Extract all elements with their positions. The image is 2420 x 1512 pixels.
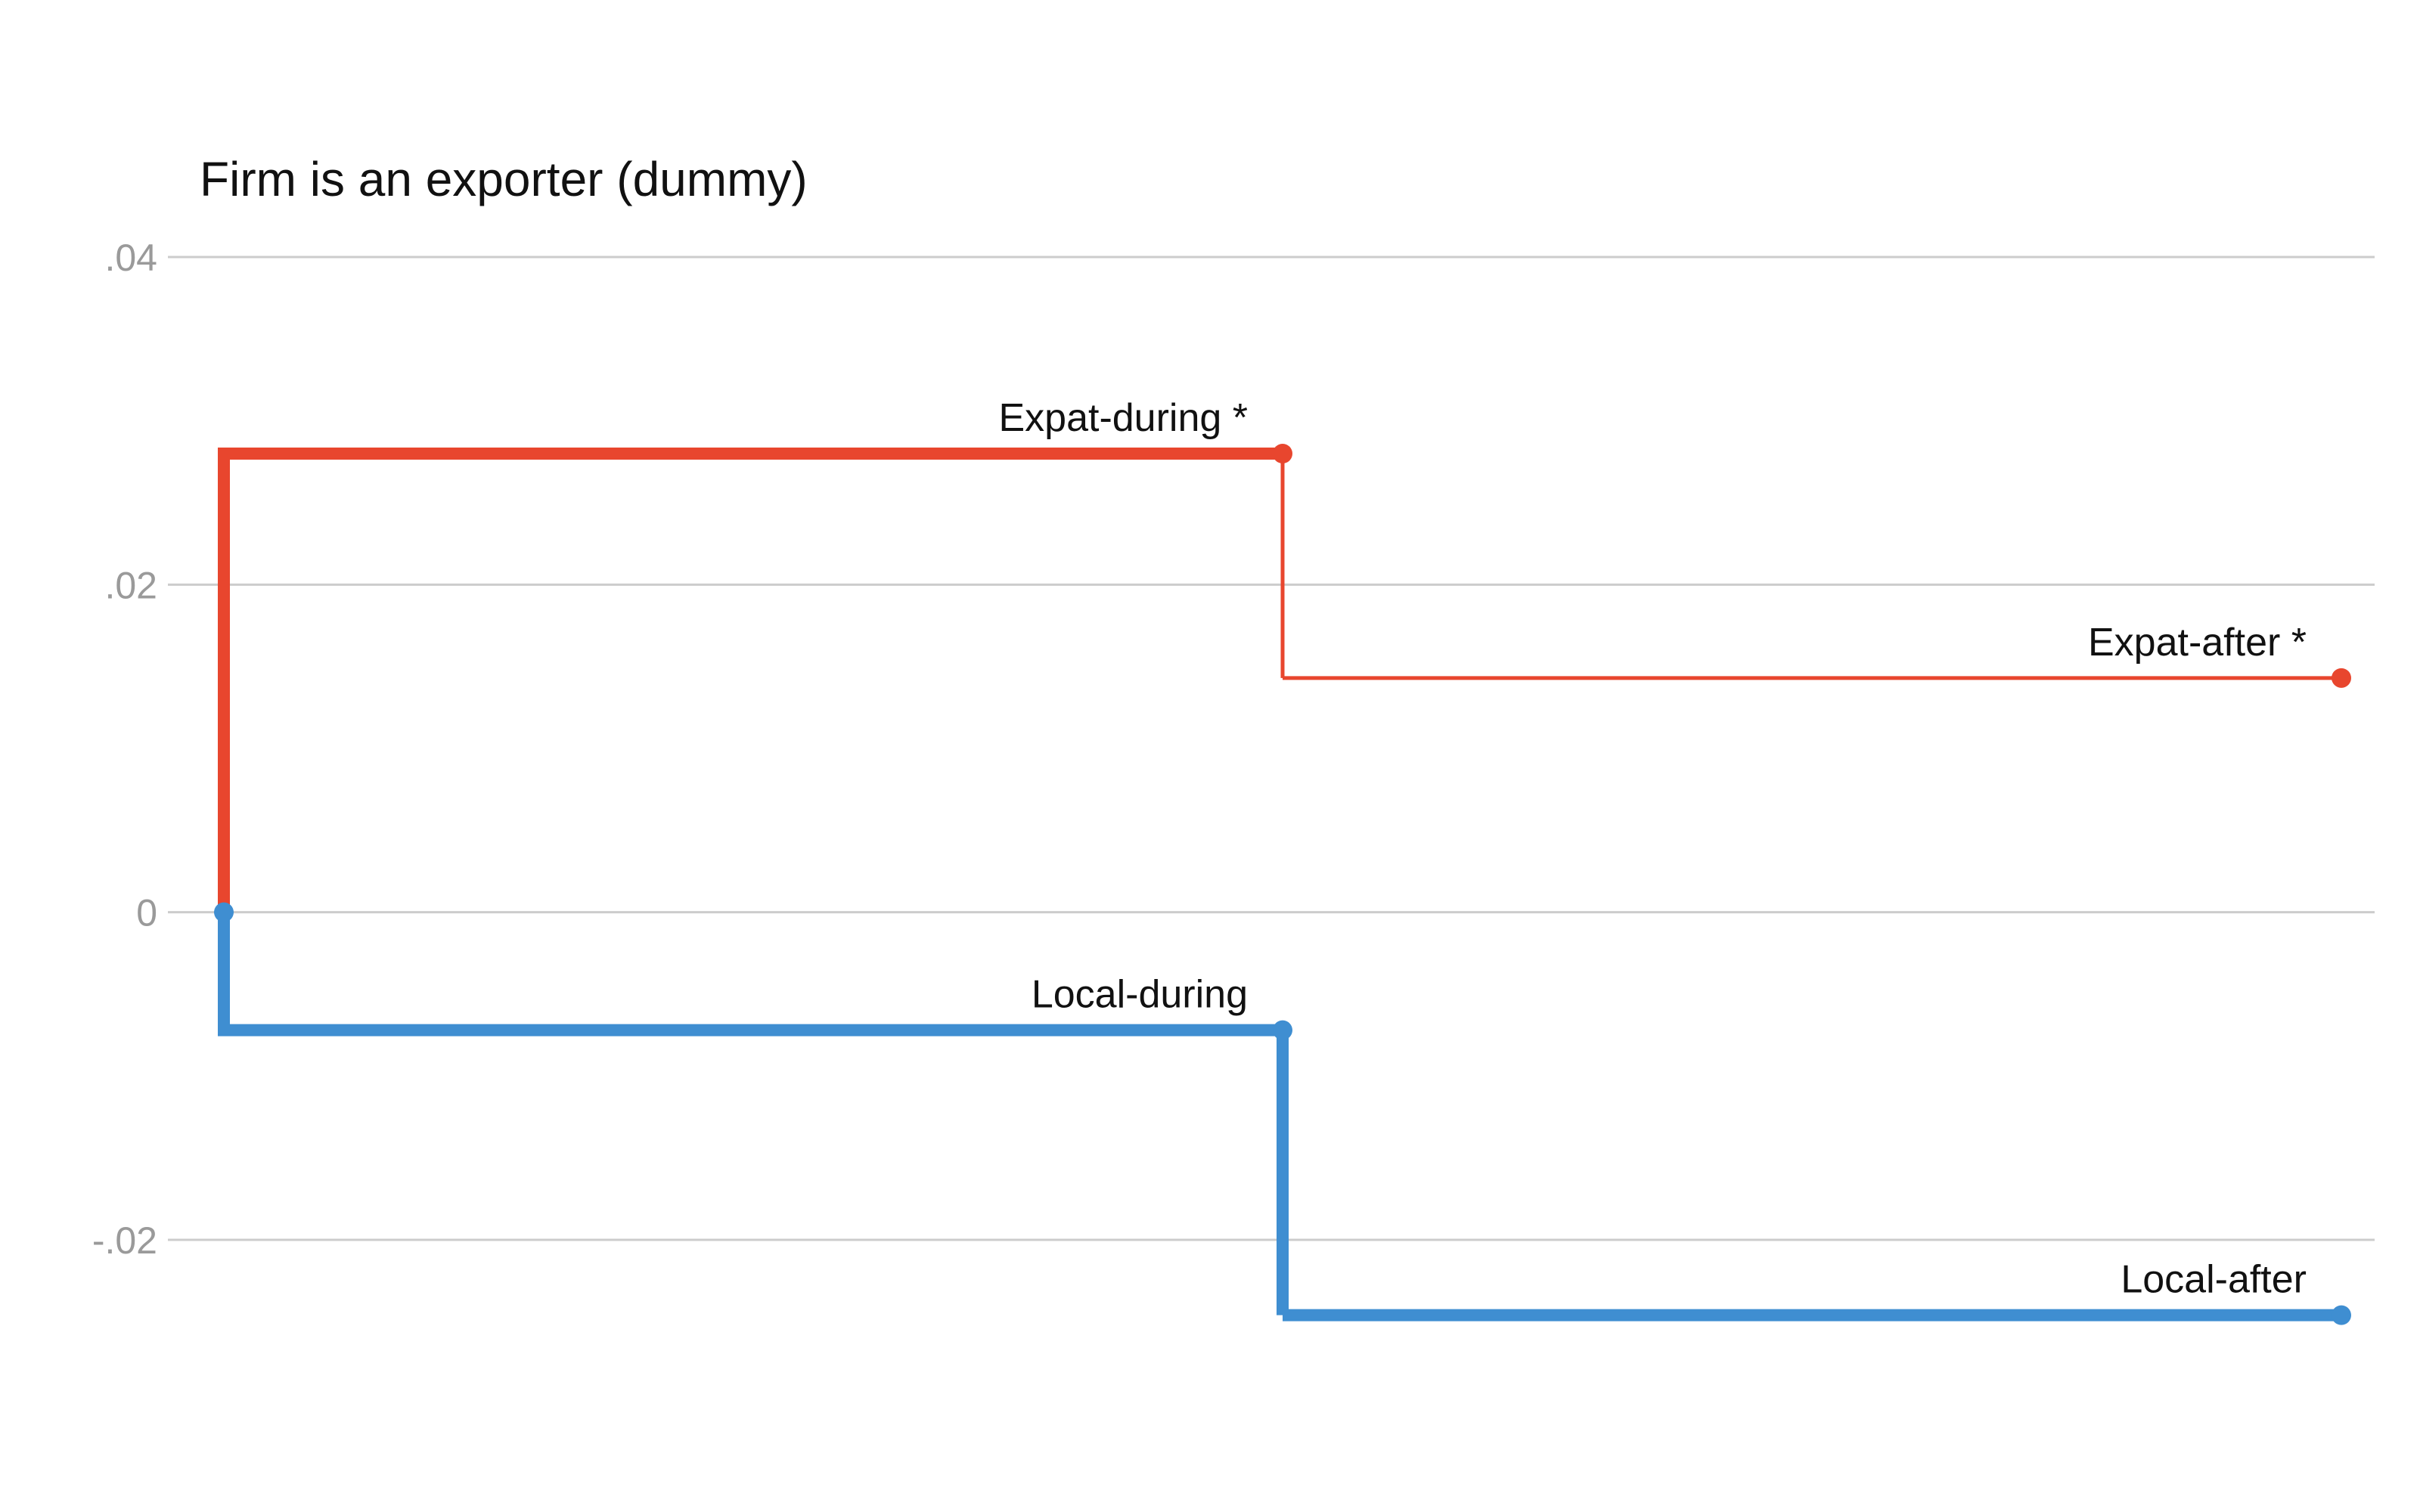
- y-tick-label: 0: [136, 892, 157, 934]
- chart-title: Firm is an exporter (dummy): [200, 152, 808, 206]
- local-point-label-1: Local-during: [1032, 973, 1248, 1017]
- expat-point-label-2: Expat-after *: [2088, 621, 2307, 665]
- local-point-1: [1273, 1020, 1292, 1040]
- origin-point: [214, 902, 234, 922]
- local-point-label-2: Local-after: [2121, 1258, 2307, 1302]
- local-point-2: [2332, 1305, 2351, 1325]
- y-tick-label: .04: [104, 237, 157, 279]
- expat-point-2: [2332, 668, 2351, 688]
- expat-point-1: [1273, 444, 1292, 463]
- y-tick-label: -.02: [92, 1219, 157, 1262]
- expat-point-label-1: Expat-during *: [998, 396, 1248, 440]
- y-tick-label: .02: [104, 564, 157, 606]
